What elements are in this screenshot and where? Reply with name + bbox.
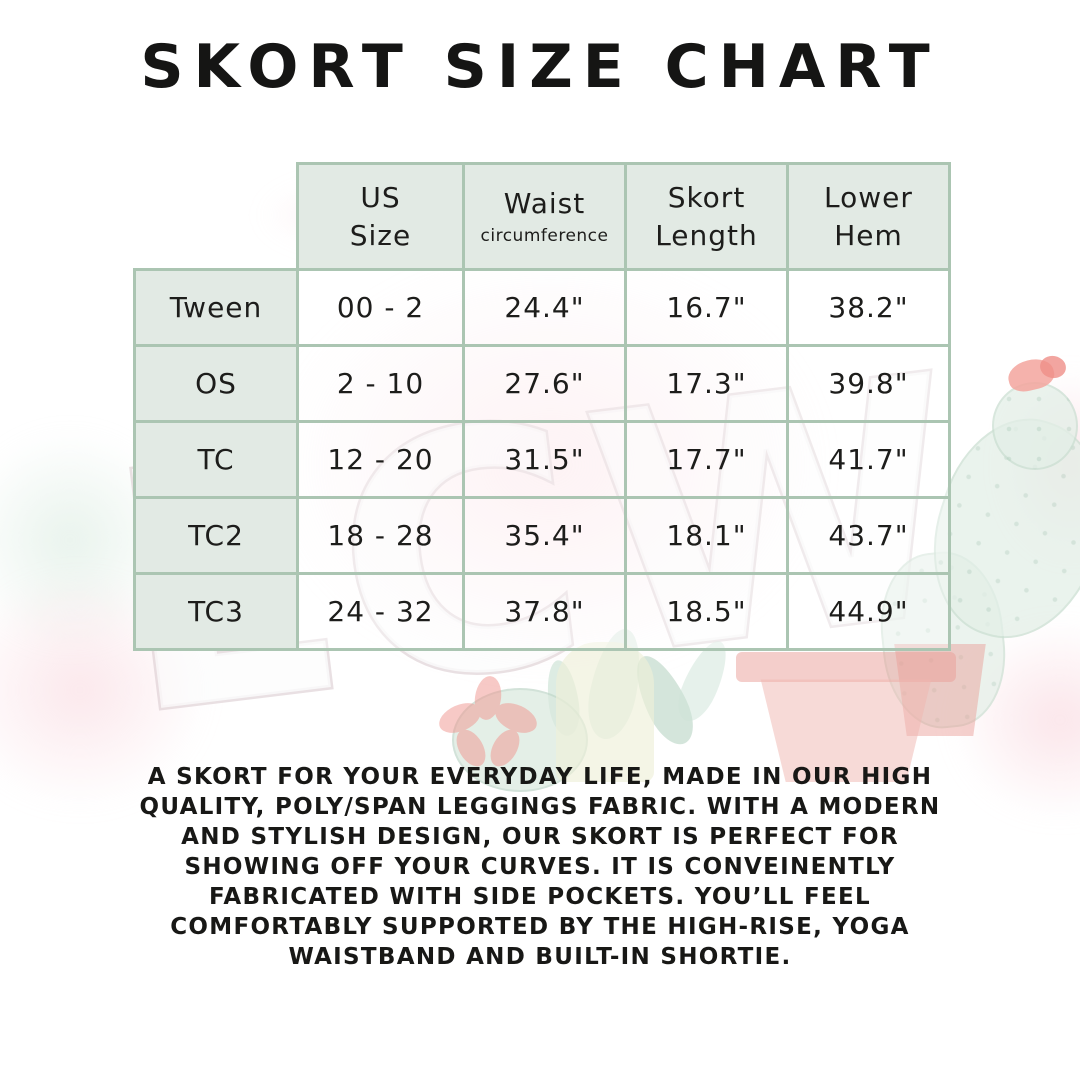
description-line: COMFORTABLY SUPPORTED BY THE HIGH-RISE, … (170, 914, 910, 940)
description-line: A SKORT FOR YOUR EVERYDAY LIFE, MADE IN … (147, 764, 933, 790)
size-chart-table: US Size Waist circumference Skort Length… (133, 162, 951, 651)
table-header-row: US Size Waist circumference Skort Length… (135, 162, 951, 271)
table-row: TC 12 - 20 31.5" 17.7" 41.7" (133, 420, 951, 499)
description-line: SHOWING OFF YOUR CURVES. IT IS CONVEINEN… (184, 854, 896, 880)
table-cell: 44.9" (786, 572, 951, 651)
column-header-lower-hem: Lower Hem (786, 162, 951, 271)
table-cell: 18 - 28 (296, 496, 465, 575)
table-row: Tween 00 - 2 24.4" 16.7" 38.2" (133, 268, 951, 347)
header-label: Skort (667, 180, 746, 214)
product-description: A SKORT FOR YOUR EVERYDAY LIFE, MADE IN … (0, 762, 1080, 972)
leaf-icon (542, 658, 584, 738)
table-cell: 00 - 2 (296, 268, 465, 347)
column-header-us-size: US Size (296, 162, 465, 271)
leaf-icon (624, 648, 704, 752)
header-label: Length (655, 218, 758, 252)
table-cell: 18.5" (624, 572, 789, 651)
header-label: Size (349, 218, 412, 252)
table-cell: 16.7" (624, 268, 789, 347)
table-cell: 17.7" (624, 420, 789, 499)
table-cell: 24 - 32 (296, 572, 465, 651)
empty-corner-cell (135, 164, 298, 270)
header-label: Lower (824, 180, 913, 214)
row-label: TC3 (133, 572, 299, 651)
table-cell: 2 - 10 (296, 344, 465, 423)
table-cell: 43.7" (786, 496, 951, 575)
row-label: Tween (133, 268, 299, 347)
table-cell: 41.7" (786, 420, 951, 499)
table-row: TC3 24 - 32 37.8" 18.5" 44.9" (133, 572, 951, 651)
description-line: FABRICATED WITH SIDE POCKETS. YOU’LL FEE… (209, 884, 871, 910)
header-label: Hem (834, 218, 903, 252)
table-cell: 35.4" (462, 496, 627, 575)
plant-pot-icon (894, 644, 986, 736)
red-flower-icon (439, 676, 537, 767)
cactus-flower-icon (1005, 354, 1057, 396)
header-label: Waist (503, 187, 586, 221)
table-cell: 38.2" (786, 268, 951, 347)
table-row: TC2 18 - 28 35.4" 18.1" 43.7" (133, 496, 951, 575)
table-cell: 24.4" (462, 268, 627, 347)
cactus-flower-icon (1038, 353, 1068, 381)
table-cell: 37.8" (462, 572, 627, 651)
table-cell: 12 - 20 (296, 420, 465, 499)
table-cell: 39.8" (786, 344, 951, 423)
table-cell: 31.5" (462, 420, 627, 499)
plant-pot-rim-icon (736, 652, 956, 682)
column-header-waist: Waist circumference (462, 162, 627, 271)
table-row: OS 2 - 10 27.6" 17.3" 39.8" (133, 344, 951, 423)
tall-cactus-icon (556, 642, 654, 782)
table-cell: 18.1" (624, 496, 789, 575)
header-sublabel: circumference (480, 225, 609, 246)
row-label: OS (133, 344, 299, 423)
description-line: AND STYLISH DESIGN, OUR SKORT IS PERFECT… (181, 824, 899, 850)
pink-wash-decoration (1000, 370, 1080, 560)
page-title: SKORT SIZE CHART (140, 32, 940, 102)
table-cell: 17.3" (624, 344, 789, 423)
table-cell: 27.6" (462, 344, 627, 423)
row-label: TC (133, 420, 299, 499)
row-label: TC2 (133, 496, 299, 575)
column-header-skort-length: Skort Length (624, 162, 789, 271)
header-label: US (360, 180, 401, 214)
cactus-pad-icon (992, 382, 1078, 470)
description-line: QUALITY, POLY/SPAN LEGGINGS FABRIC. WITH… (139, 794, 941, 820)
description-line: WAISTBAND AND BUILT-IN SHORTIE. (288, 944, 792, 970)
